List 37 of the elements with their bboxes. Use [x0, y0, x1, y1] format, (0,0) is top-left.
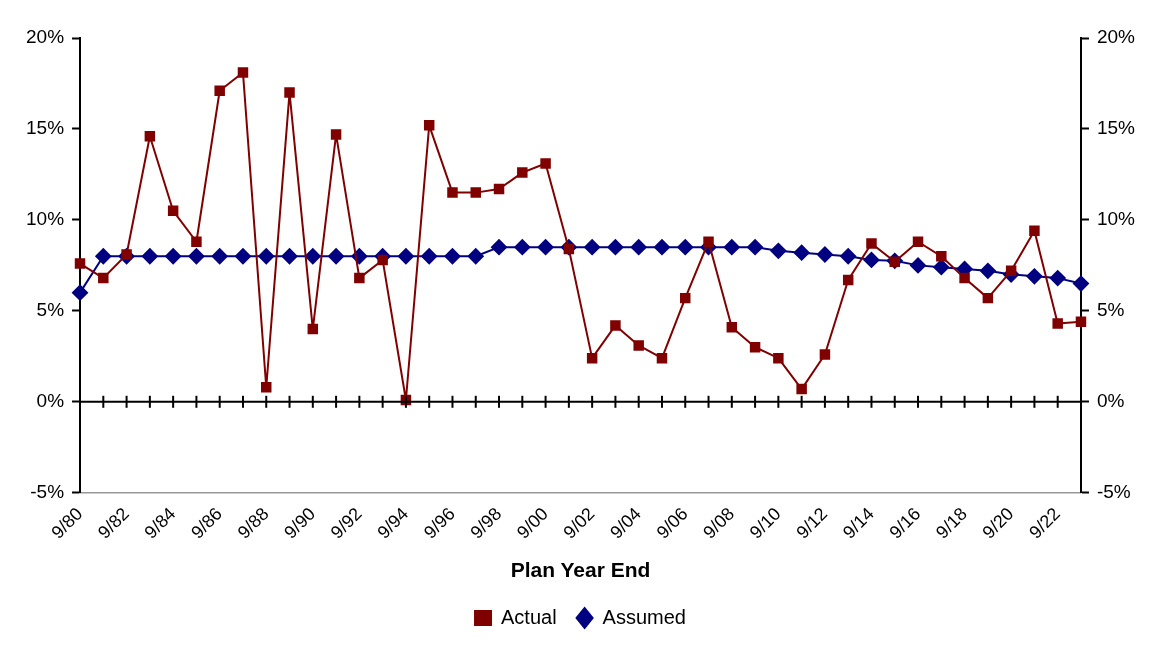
y-tick-label: -5%: [30, 480, 65, 502]
x-tick-label: 9/86: [187, 503, 227, 543]
x-tick-label: 9/14: [838, 503, 878, 543]
x-axis-title: Plan Year End: [510, 558, 651, 582]
x-tick-label: 9/08: [699, 503, 739, 543]
x-tick-label: 9/88: [233, 503, 273, 543]
x-tick-label: 9/80: [47, 503, 87, 543]
x-tick-label: 9/98: [466, 503, 506, 543]
x-tick-label: 9/02: [559, 503, 599, 543]
x-tick-label: 9/04: [606, 503, 646, 543]
y-tick-label: 15%: [26, 117, 65, 139]
x-tick-label: 9/22: [1025, 503, 1065, 543]
y2-tick-label: -5%: [1096, 480, 1131, 502]
x-tick-label: 9/12: [792, 503, 832, 543]
y2-tick-label: 0%: [1096, 390, 1125, 412]
y2-tick-label: 20%: [1096, 26, 1136, 48]
x-tick-label: 9/20: [978, 503, 1018, 543]
y-tick-label: 20%: [26, 26, 65, 48]
x-tick-label: 9/94: [373, 503, 413, 543]
legend-label: Assumed: [602, 605, 686, 628]
y-tick-label: 5%: [36, 299, 65, 321]
x-tick-label: 9/10: [745, 503, 785, 543]
y2-tick-label: 10%: [1096, 208, 1136, 230]
y2-tick-label: 5%: [1096, 299, 1125, 321]
x-tick-label: 9/00: [513, 503, 552, 543]
x-tick-label: 9/82: [94, 503, 133, 543]
y-tick-label: 10%: [26, 208, 65, 230]
x-tick-label: 9/06: [652, 503, 692, 543]
x-tick-label: 9/16: [885, 503, 925, 543]
x-tick-label: 9/84: [140, 503, 180, 543]
y2-tick-label: 15%: [1096, 117, 1136, 139]
legend-label: Actual: [501, 605, 557, 628]
x-tick-label: 9/18: [932, 503, 971, 543]
x-tick-label: 9/96: [419, 503, 459, 543]
x-tick-label: 9/92: [326, 503, 366, 543]
x-tick-label: 9/90: [280, 503, 320, 543]
y-tick-label: 0%: [36, 390, 65, 412]
